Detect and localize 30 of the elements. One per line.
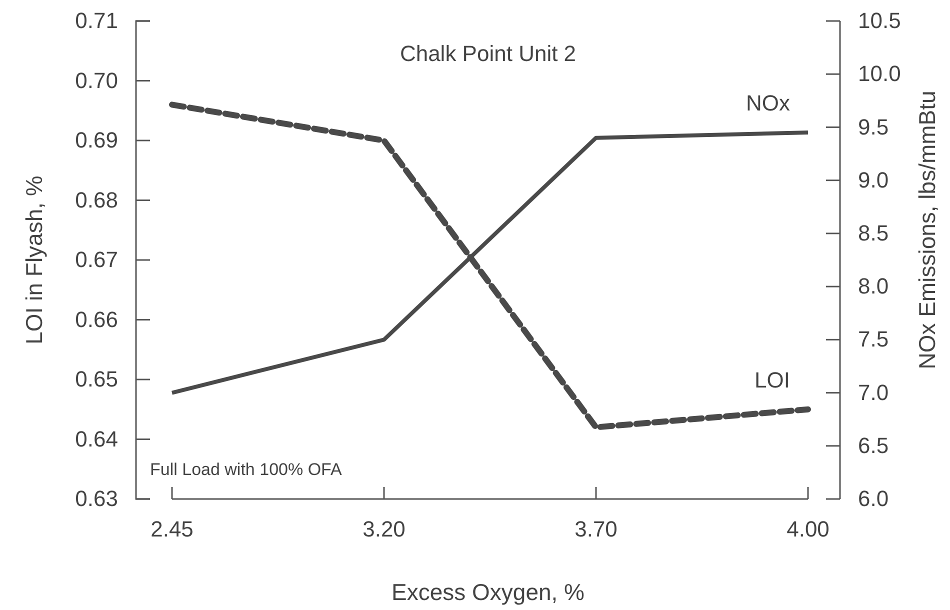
annotation: Full Load with 100% OFA: [150, 460, 342, 479]
y-tick-label: 0.64: [75, 426, 118, 452]
x-axis-title: Excess Oxygen, %: [391, 579, 585, 605]
y2-tick-label: 8.5: [858, 220, 889, 246]
y-tick-label: 0.70: [75, 68, 118, 93]
x-tick-label: 2.45: [150, 516, 194, 542]
y-tick-label: 0.71: [75, 8, 118, 34]
y2-tick-label: 9.5: [858, 114, 889, 140]
y2-tick-label: 10.5: [858, 8, 901, 34]
y-tick-label: 0.63: [75, 486, 118, 512]
y2-tick-label: 8.0: [858, 274, 889, 299]
y2-tick-label: 6.5: [858, 432, 889, 458]
y-tick-label: 0.66: [75, 306, 118, 332]
x-tick-label: 4.00: [786, 516, 830, 542]
y2-axis-title: NOx Emissions, lbs/mmBtu: [914, 90, 940, 370]
y-tick-label: 0.65: [75, 366, 118, 392]
y-tick-label: 0.67: [75, 247, 118, 272]
y-tick-label: 0.68: [75, 187, 118, 212]
y2-tick-label: 7.0: [858, 380, 889, 405]
y-axis-title: LOI in Flyash, %: [21, 176, 47, 344]
y2-tick-label: 7.5: [858, 326, 889, 352]
y2-tick-label: 9.0: [858, 167, 889, 192]
y2-tick-label: 6.0: [858, 486, 889, 512]
y2-tick-label: 10.0: [858, 61, 901, 86]
text: Chalk Point Unit 2: [400, 41, 576, 66]
x-tick-label: 3.20: [362, 516, 406, 542]
series-label: NOx: [746, 90, 790, 116]
series-label: LOI: [754, 367, 790, 392]
x-tick-label: 3.70: [574, 516, 618, 542]
y-tick-label: 0.69: [75, 128, 118, 153]
